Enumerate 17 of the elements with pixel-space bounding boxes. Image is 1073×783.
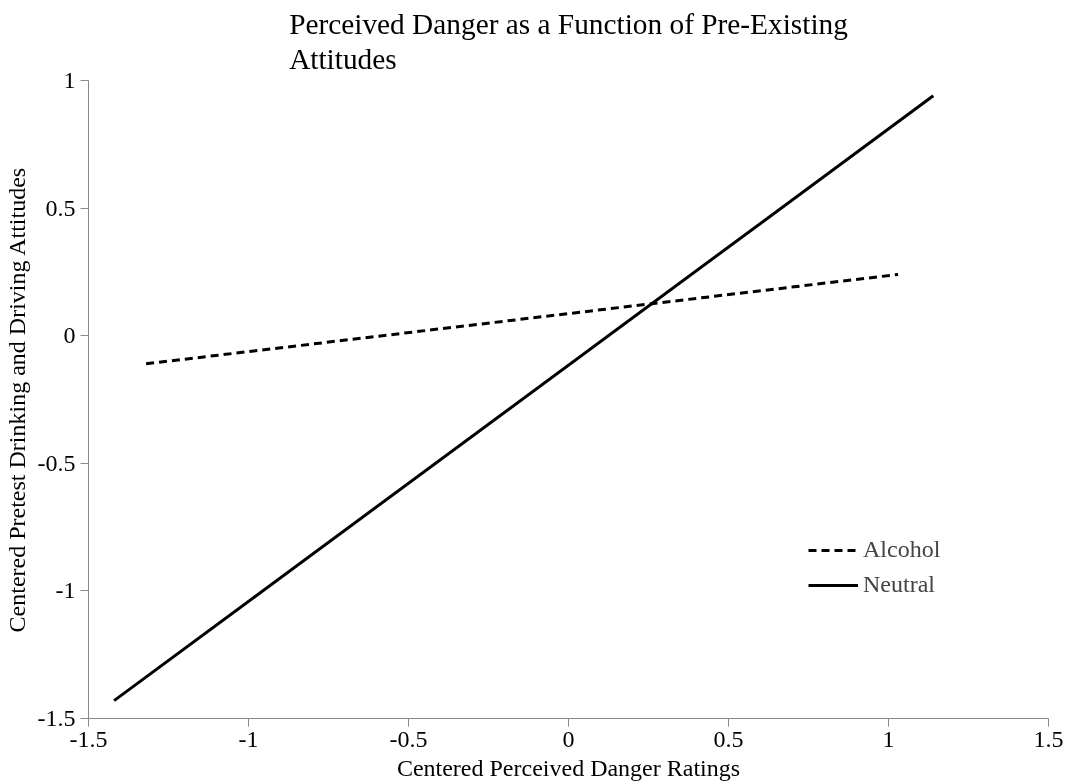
y-axis-title: Centered Pretest Drinking and Driving Attitudes [3,167,30,633]
x-axis-title: Centered Perceived Danger Ratings [396,754,741,781]
y-tick-label: 0 [63,322,76,349]
y-tick-label: 0.5 [45,194,76,221]
chart-title: Perceived Danger as a Function of Pre-Existing Attitudes [289,8,849,76]
x-tick-label: 1 [882,725,895,752]
x-tick-label: -0.5 [389,725,428,752]
y-tick-label: -1.5 [37,705,76,731]
x-tick-label: 1.5 [1033,725,1064,752]
x-tick-label: 0 [562,725,575,752]
y-tick-label: -1 [55,577,76,604]
y-tick-label: -0.5 [37,449,76,476]
legend-label: Neutral [863,571,935,598]
x-tick-label: 0.5 [713,725,744,752]
x-tick-label: -1 [238,725,259,752]
y-tick-label: 1 [63,67,76,93]
legend-label: Alcohol [863,536,941,563]
